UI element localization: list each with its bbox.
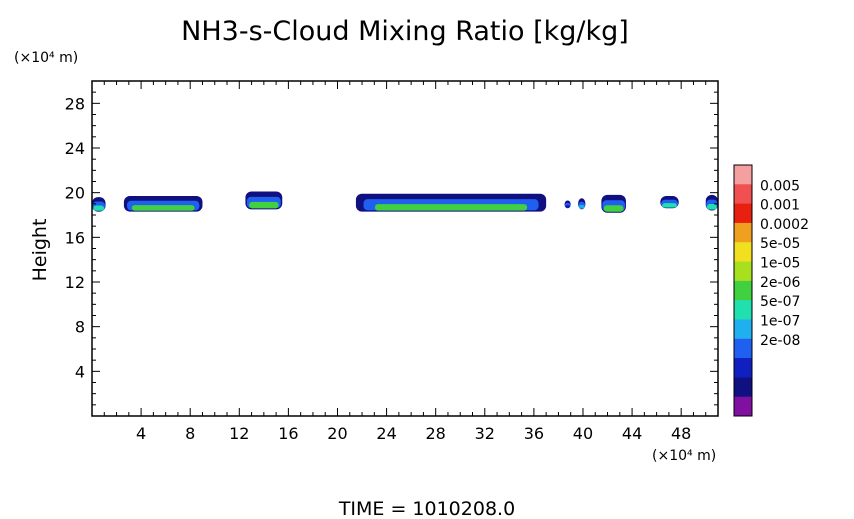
x-tick-label: 36 <box>524 424 544 443</box>
x-tick-label: 8 <box>185 424 195 443</box>
x-tick-label: 4 <box>136 424 146 443</box>
x-tick-label: 12 <box>229 424 249 443</box>
colorbar-frame <box>733 164 753 417</box>
y-axis-label: Height <box>29 219 51 282</box>
colorbar-label: 2e-06 <box>760 275 800 291</box>
colorbar-swatch <box>734 222 752 243</box>
cloud-core <box>374 204 528 211</box>
colorbar-swatch <box>734 242 752 263</box>
y-tick-label: 24 <box>65 139 85 158</box>
cloud-core <box>603 205 624 212</box>
colorbar-label: 0.001 <box>760 198 800 214</box>
y-tick-label: 28 <box>65 94 85 113</box>
x-tick-label: 40 <box>573 424 593 443</box>
colorbar-label: 2e-08 <box>760 333 800 349</box>
x-tick-label: 16 <box>278 424 298 443</box>
x-tick-label: 44 <box>622 424 642 443</box>
cloud-region <box>578 198 586 210</box>
y-tick-label: 8 <box>75 318 85 337</box>
y-tick-label: 16 <box>65 228 85 247</box>
chart-title: NH3-s-Cloud Mixing Ratio [kg/kg] <box>181 16 629 47</box>
colorbar-label: 0.0002 <box>760 217 809 233</box>
y-tick-label: 20 <box>65 184 85 203</box>
cloud-region <box>705 194 718 211</box>
y-tick-label: 12 <box>65 273 85 292</box>
colorbar-swatch <box>734 184 752 205</box>
cloud-core <box>565 205 571 208</box>
cloud-core <box>578 204 585 209</box>
colorbar-swatch <box>734 280 752 301</box>
colorbar: 0.005 0.001 0.0002 5e-05 1e-05 2e-06 5e-07 1e-0… <box>733 164 809 417</box>
cloud-core <box>662 203 677 208</box>
cloud-region <box>355 193 547 212</box>
colorbar-label: 5e-05 <box>760 236 800 252</box>
colorbar-swatch <box>734 377 752 398</box>
x-tick-label: 20 <box>327 424 347 443</box>
cloud-region <box>601 194 626 213</box>
colorbar-swatch <box>734 338 752 359</box>
x-tick-label: 32 <box>475 424 495 443</box>
colorbar-swatch <box>734 300 752 320</box>
colorbar-swatch <box>734 261 752 282</box>
cloud-region <box>92 197 106 212</box>
cloud-region <box>123 196 203 212</box>
cloud-core <box>131 205 195 211</box>
cloud-core <box>93 205 105 211</box>
plot-area <box>92 191 718 213</box>
x-tick-label: 48 <box>671 424 691 443</box>
colorbar-swatch <box>734 319 752 340</box>
x-unit-label: (×10⁴ m) <box>652 448 716 464</box>
y-tick-label: 4 <box>75 362 85 381</box>
plot-frame <box>91 80 719 417</box>
time-label: TIME = 1010208.0 <box>338 498 515 519</box>
colorbar-label: 1e-07 <box>760 313 800 329</box>
y-unit-label: (×10⁴ m) <box>14 50 78 66</box>
colorbar-swatch <box>734 358 752 378</box>
cloud-region <box>245 191 283 210</box>
cloud-core <box>706 203 717 210</box>
colorbar-swatch <box>734 396 752 417</box>
x-tick-label: 24 <box>376 424 396 443</box>
colorbar-swatch <box>734 203 752 224</box>
colorbar-label: 0.005 <box>760 178 800 194</box>
cloud-region <box>564 200 571 209</box>
cloud-core <box>249 201 279 209</box>
cloud-region <box>660 196 679 209</box>
colorbar-swatch <box>734 165 752 185</box>
x-tick-label: 28 <box>426 424 446 443</box>
colorbar-label: 1e-05 <box>760 256 800 272</box>
colorbar-label: 5e-07 <box>760 294 800 310</box>
